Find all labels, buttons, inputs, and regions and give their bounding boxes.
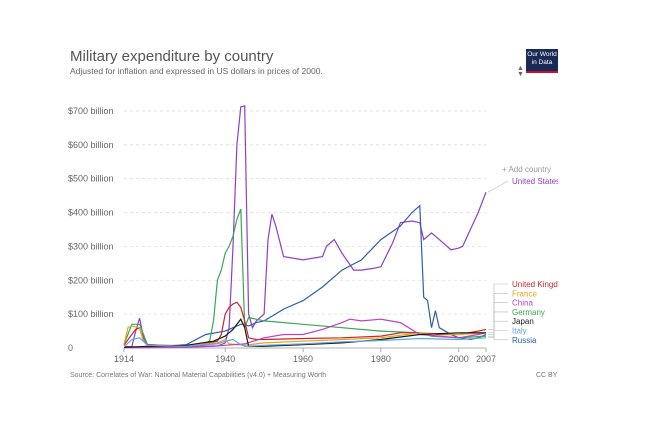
y-tick-label: $100 billion [68,309,114,319]
legend-label-united-states[interactable]: United States [512,177,558,186]
legend-connector [487,180,509,193]
series-line-china[interactable] [124,318,487,349]
series-line-united-states[interactable] [123,105,487,348]
legend-label-france[interactable]: France [512,289,537,298]
legend-connector [488,283,508,330]
legend-label-united-kingdom[interactable]: United Kingdom [512,280,558,289]
legend-label-china[interactable]: China [512,299,533,308]
legend: United States United KingdomFranceChinaGe… [487,177,558,345]
owid-logo[interactable]: Our World in Data [526,49,558,71]
y-tick-label: $600 billion [68,140,114,150]
legend-label-russia[interactable]: Russia [512,336,537,345]
legend-connector [488,302,508,334]
logo-line-2: in Data [531,59,553,66]
y-tick-label: 0 [68,343,73,353]
chart-frame: Military expenditure by country Adjusted… [58,44,558,394]
series-line-france[interactable] [123,325,487,346]
legend-label-italy[interactable]: Italy [512,327,527,336]
x-axis: 1914 1940 1960 1980 2000 2007 [114,348,496,364]
x-tick-label: 1960 [293,354,313,364]
x-tick-label: 1914 [114,354,134,364]
legend-connector [488,334,508,341]
y-axis: 0 $100 billion $200 billion $300 billion $40… [68,106,114,353]
series-line-italy[interactable] [123,337,487,348]
y-tick-label: $200 billion [68,275,114,285]
series-line-russia[interactable] [123,204,487,348]
legend-label-germany[interactable]: Germany [512,308,545,317]
logo-line-1: Our World [527,51,557,58]
source-note: Source: Correlates of War: National Mate… [70,372,327,379]
chart-subtitle: Adjusted for inflation and expressed in … [70,66,323,76]
x-tick-label: 2007 [476,354,496,364]
series-line-japan[interactable] [123,318,486,348]
y-tick-label: $500 billion [68,174,114,184]
legend-connector [488,320,508,334]
chart-title: Military expenditure by country [70,48,274,65]
legend-label-japan[interactable]: Japan [512,317,534,326]
logo-accent-bar [526,71,558,73]
sort-arrows-icon[interactable]: ▲ ▼ [517,65,524,78]
license-link[interactable]: CC BY [536,372,558,379]
x-tick-label: 1980 [371,354,391,364]
x-tick-label: 2000 [449,354,469,364]
y-tick-label: $400 billion [68,208,114,218]
y-tick-label: $700 billion [68,106,114,116]
y-tick-label: $300 billion [68,241,114,251]
add-country-button[interactable]: + Add country [502,165,551,174]
legend-connector [488,293,508,334]
line-chart: 0 $100 billion $200 billion $300 billion $40… [68,105,558,364]
series-lines [123,105,487,349]
gridlines [124,110,486,349]
x-tick-label: 1940 [215,354,235,364]
